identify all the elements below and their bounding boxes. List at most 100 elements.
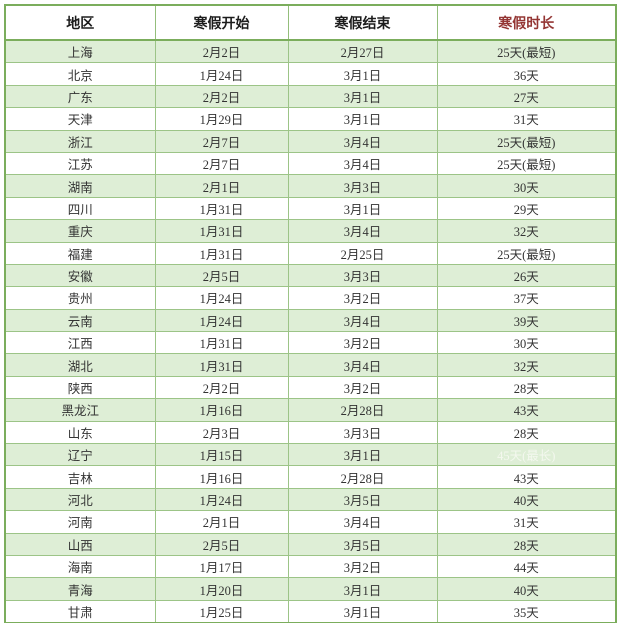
col-header-duration: 寒假时长	[436, 4, 617, 41]
cell-end: 3月1日	[287, 196, 438, 221]
cell-duration: 40天	[436, 487, 617, 512]
cell-region: 四川	[4, 196, 156, 221]
cell-duration: 35天	[436, 599, 617, 623]
cell-duration: 40天	[436, 577, 617, 601]
cell-region: 上海	[4, 39, 156, 64]
cell-start: 1月16日	[154, 465, 289, 489]
cell-end: 3月1日	[287, 107, 438, 131]
cell-region: 吉林	[4, 465, 156, 489]
cell-end: 2月25日	[287, 241, 438, 265]
cell-end: 3月1日	[287, 599, 438, 623]
winter-vacation-table: 地区 寒假开始 寒假结束 寒假时长 上海 2月2日 2月27日 25天(最短) 北京 1月…	[4, 4, 617, 623]
table-row: 河南 2月1日 3月4日 31天	[4, 510, 617, 534]
cell-end: 3月2日	[287, 375, 438, 400]
table-row: 天津 1月29日 3月1日 31天	[4, 107, 617, 131]
table-row: 江苏 2月7日 3月4日 25天(最短)	[4, 151, 617, 176]
cell-start: 1月29日	[154, 107, 289, 131]
cell-start: 1月24日	[154, 308, 289, 333]
cell-end: 2月28日	[287, 465, 438, 489]
cell-region: 辽宁	[4, 443, 156, 467]
cell-region: 海南	[4, 554, 156, 579]
cell-end: 3月3日	[287, 420, 438, 445]
table-row: 湖北 1月31日 3月4日 32天	[4, 353, 617, 377]
cell-start: 2月5日	[154, 532, 289, 556]
cell-duration: 32天	[436, 219, 617, 243]
cell-end: 3月2日	[287, 554, 438, 579]
cell-region: 山东	[4, 420, 156, 445]
cell-region: 湖南	[4, 174, 156, 198]
cell-end: 3月1日	[287, 84, 438, 109]
cell-region: 天津	[4, 107, 156, 131]
cell-start: 2月2日	[154, 84, 289, 109]
table-row: 陕西 2月2日 3月2日 28天	[4, 375, 617, 400]
cell-start: 1月15日	[154, 443, 289, 467]
cell-start: 1月31日	[154, 219, 289, 243]
cell-start: 1月24日	[154, 286, 289, 310]
table-body: 上海 2月2日 2月27日 25天(最短) 北京 1月24日 3月1日 36天 广东 2月2日 3月…	[4, 39, 617, 623]
cell-start: 2月1日	[154, 174, 289, 198]
table-row: 黑龙江 1月16日 2月28日 43天	[4, 398, 617, 422]
cell-start: 1月25日	[154, 599, 289, 623]
cell-duration: 31天	[436, 510, 617, 534]
cell-region: 湖北	[4, 353, 156, 377]
cell-start: 1月17日	[154, 554, 289, 579]
cell-start: 1月31日	[154, 353, 289, 377]
table-row: 福建 1月31日 2月25日 25天(最短)	[4, 241, 617, 265]
table-row: 浙江 2月7日 3月4日 25天(最短)	[4, 129, 617, 153]
table-row: 贵州 1月24日 3月2日 37天	[4, 286, 617, 310]
cell-region: 福建	[4, 241, 156, 265]
cell-duration: 30天	[436, 174, 617, 198]
cell-start: 1月31日	[154, 331, 289, 355]
cell-region: 黑龙江	[4, 398, 156, 422]
cell-region: 云南	[4, 308, 156, 333]
table-row: 吉林 1月16日 2月28日 43天	[4, 465, 617, 489]
table-row: 安徽 2月5日 3月3日 26天	[4, 263, 617, 288]
cell-region: 江苏	[4, 151, 156, 176]
table-row: 广东 2月2日 3月1日 27天	[4, 84, 617, 109]
cell-duration: 45天(最长)	[436, 443, 617, 467]
cell-region: 江西	[4, 331, 156, 355]
cell-end: 3月5日	[287, 487, 438, 512]
cell-end: 3月1日	[287, 62, 438, 86]
cell-end: 3月4日	[287, 151, 438, 176]
table-row: 山西 2月5日 3月5日 28天	[4, 532, 617, 556]
cell-start: 2月1日	[154, 510, 289, 534]
cell-duration: 32天	[436, 353, 617, 377]
cell-end: 3月4日	[287, 129, 438, 153]
cell-start: 1月24日	[154, 62, 289, 86]
cell-duration: 37天	[436, 286, 617, 310]
cell-start: 1月31日	[154, 241, 289, 265]
cell-end: 3月2日	[287, 286, 438, 310]
table-row: 上海 2月2日 2月27日 25天(最短)	[4, 39, 617, 64]
cell-duration: 25天(最短)	[436, 151, 617, 176]
cell-region: 青海	[4, 577, 156, 601]
cell-duration: 27天	[436, 84, 617, 109]
cell-region: 山西	[4, 532, 156, 556]
table-row: 海南 1月17日 3月2日 44天	[4, 554, 617, 579]
cell-start: 2月5日	[154, 263, 289, 288]
table-row: 四川 1月31日 3月1日 29天	[4, 196, 617, 221]
cell-end: 3月4日	[287, 353, 438, 377]
cell-region: 北京	[4, 62, 156, 86]
cell-end: 3月1日	[287, 577, 438, 601]
table-row: 江西 1月31日 3月2日 30天	[4, 331, 617, 355]
col-header-start: 寒假开始	[154, 4, 289, 41]
cell-duration: 28天	[436, 375, 617, 400]
cell-start: 2月2日	[154, 39, 289, 64]
cell-region: 安徽	[4, 263, 156, 288]
cell-duration: 25天(最短)	[436, 39, 617, 64]
cell-region: 重庆	[4, 219, 156, 243]
cell-start: 1月31日	[154, 196, 289, 221]
cell-duration: 44天	[436, 554, 617, 579]
cell-region: 甘肃	[4, 599, 156, 623]
cell-duration: 39天	[436, 308, 617, 333]
cell-end: 3月4日	[287, 510, 438, 534]
header-row: 地区 寒假开始 寒假结束 寒假时长	[4, 4, 617, 41]
col-header-region: 地区	[4, 4, 156, 41]
table-header: 地区 寒假开始 寒假结束 寒假时长	[4, 4, 617, 41]
cell-end: 2月28日	[287, 398, 438, 422]
table-row: 重庆 1月31日 3月4日 32天	[4, 219, 617, 243]
cell-start: 2月3日	[154, 420, 289, 445]
cell-end: 3月4日	[287, 219, 438, 243]
cell-region: 陕西	[4, 375, 156, 400]
